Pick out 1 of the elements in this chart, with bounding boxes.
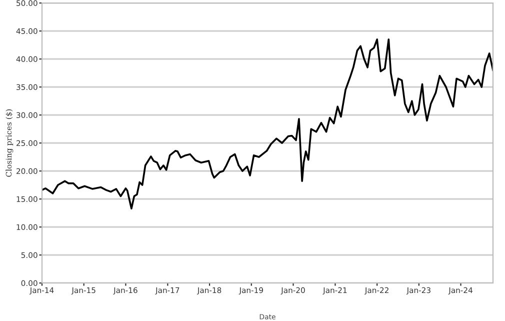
line-series [42, 38, 493, 210]
